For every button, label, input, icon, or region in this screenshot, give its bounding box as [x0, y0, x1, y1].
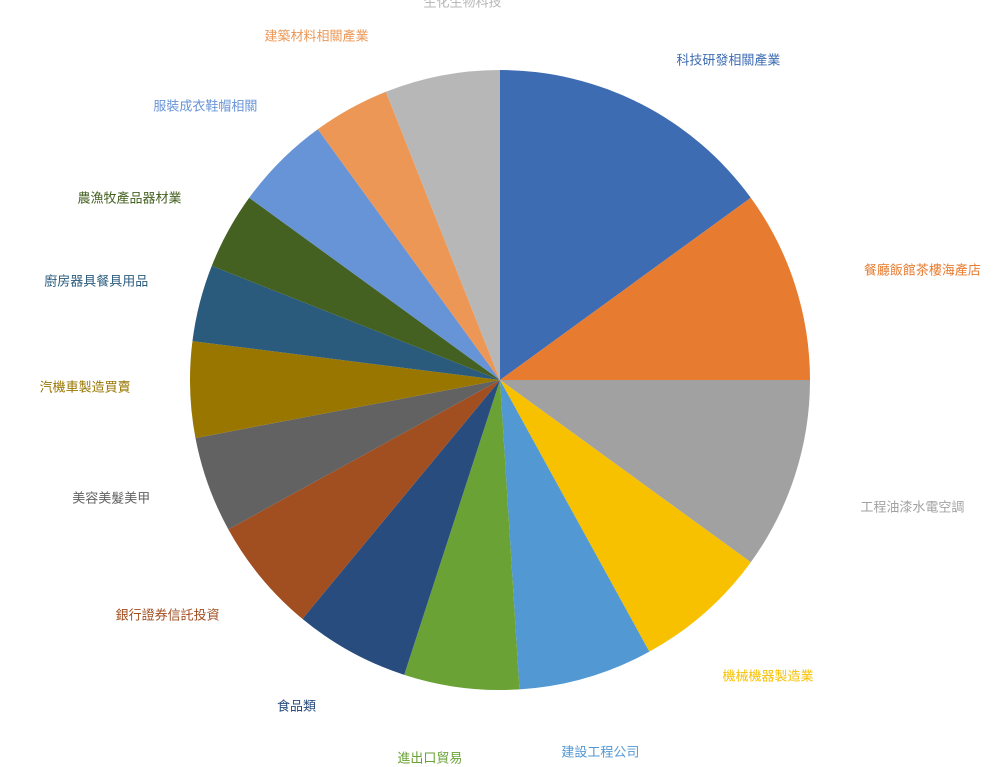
pie-chart: 科技研發相關產業餐廳飯館茶樓海產店工程油漆水電空調機械機器製造業建設工程公司進出…	[0, 0, 999, 761]
pie-svg	[0, 0, 999, 761]
